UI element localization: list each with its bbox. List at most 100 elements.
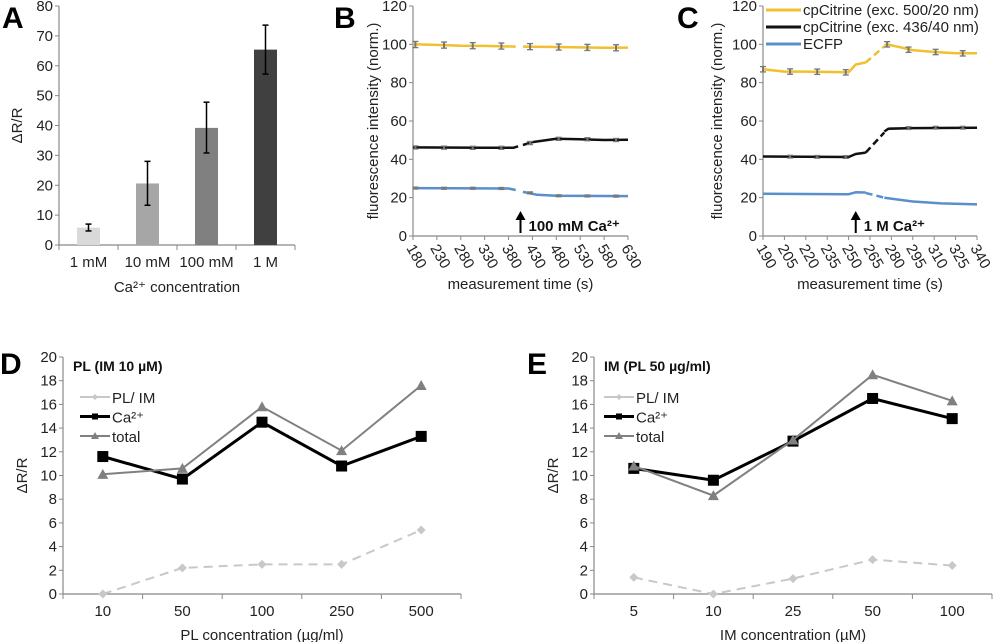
series-line	[762, 61, 866, 74]
series-line	[522, 45, 629, 50]
x-tick-label: 100	[249, 603, 274, 620]
marker-diamond	[337, 559, 347, 569]
y-tick-label: 0	[45, 237, 53, 254]
x-axis-label: PL concentration (µg/ml)	[180, 627, 343, 642]
x-axis-label: measurement time (s)	[448, 276, 594, 293]
y-tick-label: 30	[36, 147, 53, 164]
y-tick-label: 60	[36, 58, 53, 75]
y-tick-label: 40	[740, 151, 757, 168]
legend-label: PL/ IM	[112, 390, 155, 407]
x-tick-label: 250	[329, 603, 354, 620]
marker-triangle	[336, 445, 348, 456]
y-tick-label: 16	[571, 396, 588, 413]
x-tick-label: 500	[409, 603, 434, 620]
marker-square	[415, 430, 427, 442]
x-tick-label: 325	[945, 242, 972, 272]
y-tick-label: 20	[740, 190, 757, 207]
series-line	[884, 196, 978, 206]
series-line	[102, 529, 422, 595]
marker-square	[946, 413, 958, 425]
y-axis-label: ΔR/R	[9, 107, 26, 143]
series-line	[633, 558, 953, 596]
marker-diamond	[257, 559, 267, 569]
y-axis-label: fluorescence intensity (norm.)	[709, 23, 726, 220]
chart-panel-a: A 0 10 20 30 40 50 60 70 80 ΔR/R Ca²⁺ concentration…	[2, 0, 296, 296]
series-line	[762, 191, 866, 196]
y-tick-label: 0	[49, 586, 57, 603]
y-tick-label: 14	[571, 420, 588, 437]
legend-label: cpCitrine (exc. 436/40 nm)	[803, 19, 979, 36]
y-tick-label: 80	[390, 75, 407, 92]
y-tick-label: 2	[49, 562, 57, 579]
y-tick-label: 0	[580, 586, 588, 603]
panel-letter: E	[527, 348, 547, 381]
x-tick-label: 1 M	[253, 254, 278, 271]
y-tick-label: 4	[580, 539, 588, 556]
x-axis-label: Ca²⁺ concentration	[114, 279, 240, 296]
marker-diamond	[98, 589, 108, 599]
legend-label: PL/ IM	[636, 390, 679, 407]
x-tick-label: 430	[522, 242, 549, 272]
y-tick-label: 18	[571, 373, 588, 390]
y-tick-label: 60	[740, 113, 757, 130]
y-tick-label: 6	[49, 515, 57, 532]
chart-title: IM (PL 50 µg/ml)	[604, 358, 711, 374]
marker-square	[336, 460, 348, 472]
panel-letter: D	[0, 348, 22, 381]
series-line	[864, 45, 886, 64]
marker-square	[97, 451, 109, 463]
y-axis-label: ΔR/R	[545, 457, 562, 493]
chart-title: PL (IM 10 µM)	[73, 358, 162, 374]
x-tick-label: 5	[630, 603, 638, 620]
series-line	[864, 131, 886, 154]
x-tick-label: 530	[570, 242, 597, 272]
y-tick-label: 10	[36, 207, 53, 224]
marker-diamond	[92, 394, 98, 400]
y-tick-label: 120	[382, 0, 407, 15]
y-tick-label: 18	[40, 373, 57, 390]
marker-triangle	[707, 490, 719, 501]
marker-square	[176, 473, 188, 485]
marker-triangle	[615, 432, 623, 439]
y-tick-label: 8	[580, 491, 588, 508]
marker-triangle	[787, 434, 799, 445]
y-tick-label: 100	[732, 36, 757, 53]
marker-diamond	[788, 574, 798, 584]
x-tick-label: 250	[838, 242, 865, 272]
y-axis-label: ΔR/R	[14, 457, 31, 493]
x-tick-label: 580	[594, 242, 621, 272]
marker-square	[707, 474, 719, 486]
x-tick-label: 10	[705, 603, 722, 620]
x-tick-label: 380	[498, 242, 525, 272]
y-tick-label: 20	[571, 349, 588, 366]
series-line	[522, 190, 629, 198]
marker-diamond	[947, 561, 957, 571]
y-tick-label: 20	[390, 190, 407, 207]
marker-square	[616, 413, 622, 420]
x-tick-label: 330	[474, 242, 501, 272]
x-tick-label: 100 mM	[179, 254, 233, 271]
series-line	[522, 137, 629, 147]
y-tick-label: 0	[399, 228, 407, 245]
y-tick-label: 100	[382, 36, 407, 53]
series-line	[865, 191, 885, 199]
y-tick-label: 12	[571, 444, 588, 461]
marker-triangle	[867, 369, 879, 380]
y-tick-label: 10	[40, 468, 57, 485]
y-tick-label: 16	[40, 396, 57, 413]
x-tick-label: 1 mM	[70, 254, 108, 271]
annotation-label: 1 M Ca²⁺	[864, 218, 925, 235]
marker-diamond	[708, 589, 718, 599]
y-tick-label: 4	[49, 539, 57, 556]
panel-letter: A	[2, 2, 24, 35]
x-tick-label: 630	[618, 242, 645, 272]
marker-square	[256, 416, 268, 428]
x-tick-label: 50	[864, 603, 881, 620]
marker-triangle	[97, 468, 109, 479]
y-tick-label: 40	[390, 151, 407, 168]
x-tick-label: 205	[774, 242, 801, 272]
panel-letter: B	[334, 2, 356, 35]
marker-diamond	[868, 555, 878, 565]
series-line	[883, 126, 978, 133]
